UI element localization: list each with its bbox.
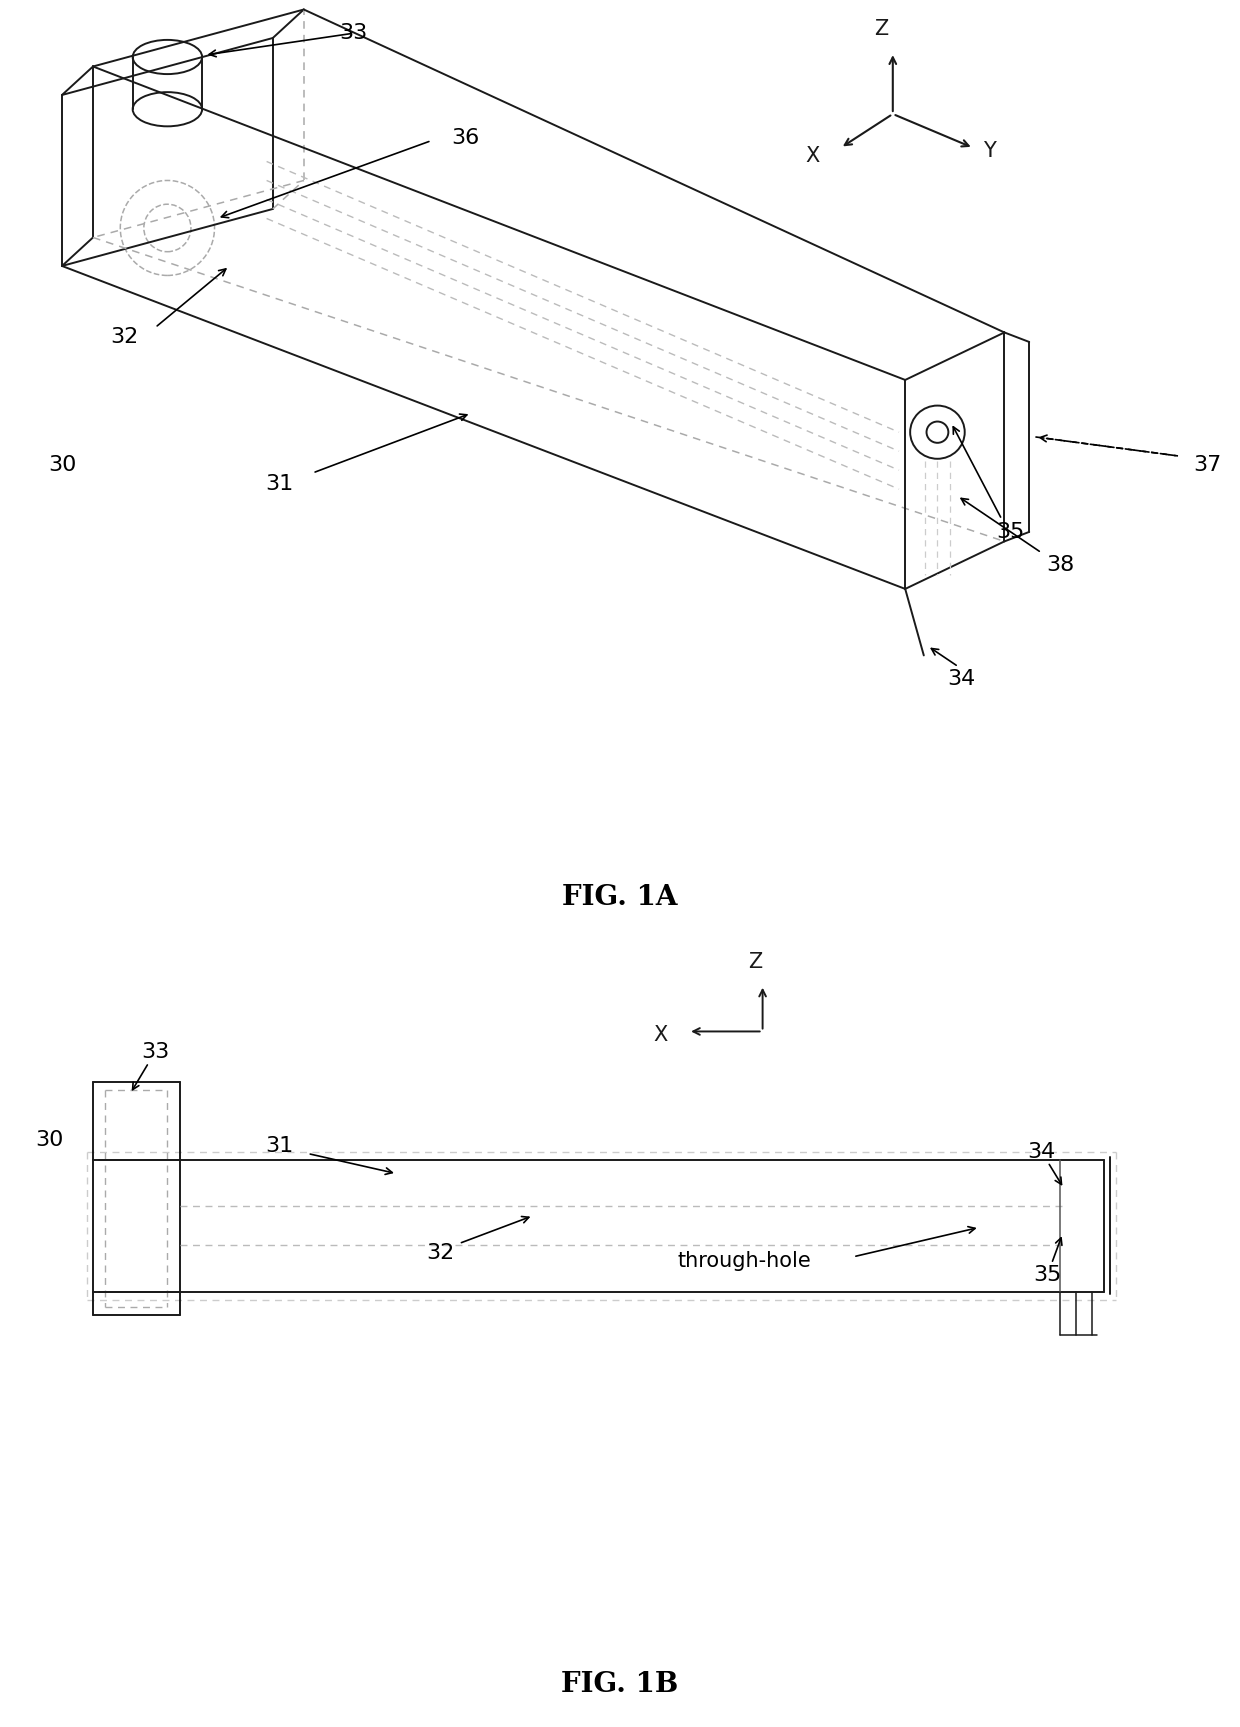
Text: X: X bbox=[806, 147, 820, 166]
Text: 35: 35 bbox=[1034, 1264, 1061, 1285]
Text: 32: 32 bbox=[110, 326, 138, 347]
Text: 31: 31 bbox=[265, 1136, 293, 1155]
Text: 34: 34 bbox=[947, 668, 975, 689]
Text: 35: 35 bbox=[997, 522, 1024, 542]
Text: 36: 36 bbox=[451, 128, 479, 149]
Text: 33: 33 bbox=[340, 22, 367, 43]
Text: 32: 32 bbox=[427, 1243, 454, 1262]
Text: Z: Z bbox=[748, 952, 761, 972]
Text: Z: Z bbox=[874, 19, 888, 40]
Text: 37: 37 bbox=[1193, 456, 1221, 475]
Text: 30: 30 bbox=[48, 456, 76, 475]
Text: 34: 34 bbox=[1028, 1142, 1055, 1162]
Text: FIG. 1B: FIG. 1B bbox=[562, 1670, 678, 1698]
Text: 33: 33 bbox=[141, 1043, 169, 1062]
Text: through-hole: through-hole bbox=[677, 1250, 811, 1271]
Text: FIG. 1A: FIG. 1A bbox=[562, 884, 678, 912]
Text: 38: 38 bbox=[1047, 554, 1074, 575]
Text: Y: Y bbox=[983, 142, 996, 161]
Text: X: X bbox=[653, 1024, 667, 1045]
Text: 30: 30 bbox=[36, 1129, 63, 1150]
Text: 31: 31 bbox=[265, 475, 293, 494]
